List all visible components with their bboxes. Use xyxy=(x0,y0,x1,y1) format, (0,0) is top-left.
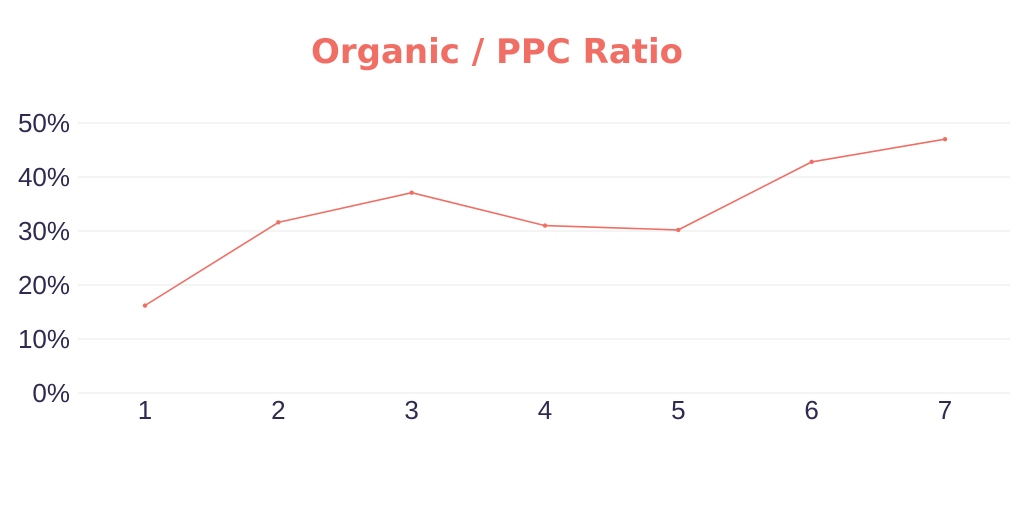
x-tick-label: 4 xyxy=(538,395,552,425)
y-tick-label: 50% xyxy=(18,108,70,138)
x-tick-label: 5 xyxy=(671,395,685,425)
y-tick-label: 0% xyxy=(32,378,70,408)
x-tick-label: 3 xyxy=(404,395,418,425)
y-tick-label: 40% xyxy=(18,162,70,192)
y-tick-label: 20% xyxy=(18,270,70,300)
data-point xyxy=(409,190,414,195)
series-group xyxy=(142,137,948,308)
x-tick-label: 7 xyxy=(938,395,952,425)
data-point xyxy=(942,137,948,142)
data-point xyxy=(142,303,148,308)
grid xyxy=(78,122,1010,394)
x-tick-label: 6 xyxy=(804,395,818,425)
data-point xyxy=(542,223,548,228)
x-tick-label: 1 xyxy=(138,395,152,425)
y-tick-label: 10% xyxy=(18,324,70,354)
x-tick-label: 2 xyxy=(271,395,285,425)
data-point xyxy=(276,220,281,225)
data-point xyxy=(676,227,681,233)
chart-title: Organic / PPC Ratio xyxy=(311,32,683,72)
series-line xyxy=(144,138,946,307)
data-point xyxy=(809,159,814,165)
y-axis-labels: 0% 10% 20% 30% 40% 50% xyxy=(18,108,70,408)
y-tick-label: 30% xyxy=(18,216,70,246)
x-axis-labels: 1 2 3 4 5 6 7 xyxy=(138,395,952,425)
